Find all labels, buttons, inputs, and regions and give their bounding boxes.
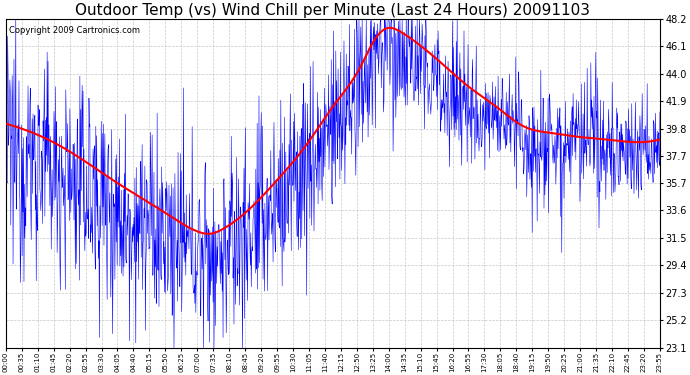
Text: Copyright 2009 Cartronics.com: Copyright 2009 Cartronics.com [9, 26, 140, 34]
Title: Outdoor Temp (vs) Wind Chill per Minute (Last 24 Hours) 20091103: Outdoor Temp (vs) Wind Chill per Minute … [75, 3, 591, 18]
